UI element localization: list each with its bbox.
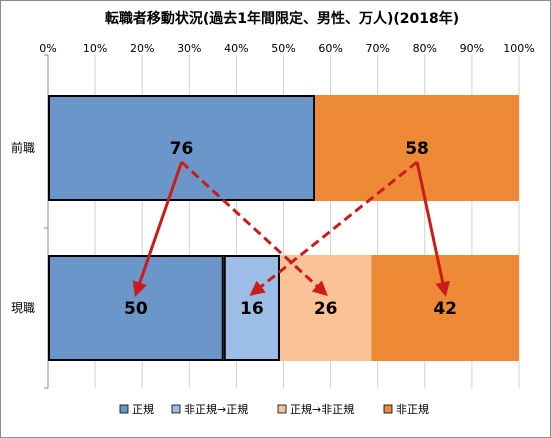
bar-segment xyxy=(223,255,280,361)
legend-label: 非正規→正規 xyxy=(184,402,248,416)
x-tick-label: 0% xyxy=(39,42,56,55)
legend-swatch xyxy=(171,404,181,414)
bar-segment xyxy=(371,255,519,361)
data-label: 50 xyxy=(124,299,148,319)
x-tick-label: 30% xyxy=(177,42,201,55)
x-tick-label: 40% xyxy=(224,42,248,55)
bar-segment xyxy=(48,95,316,201)
bar-segment-border xyxy=(223,255,280,361)
legend-swatch xyxy=(277,404,287,414)
bar-segment xyxy=(315,95,519,201)
data-label: 58 xyxy=(405,139,429,159)
y-category-label: 現職 xyxy=(11,301,35,315)
bar-segment-border xyxy=(48,255,224,361)
legend-swatch xyxy=(119,404,129,414)
legend-label: 正規 xyxy=(132,402,154,416)
legend-swatch xyxy=(383,404,393,414)
legend-label: 非正規 xyxy=(396,402,429,416)
data-label: 26 xyxy=(314,299,338,319)
data-label: 76 xyxy=(170,139,194,159)
value-labels: 76 58 50 16 26 42 xyxy=(124,139,457,319)
x-tick-label: 10% xyxy=(83,42,107,55)
bar-segment-border xyxy=(48,95,316,201)
x-tick-label: 80% xyxy=(413,42,437,55)
x-tick-label: 70% xyxy=(365,42,389,55)
flow-arrow xyxy=(180,160,328,297)
arrows xyxy=(132,160,451,297)
chart-title: 転職者移動状況(過去1年間限定、男性、万人)(2018年) xyxy=(105,10,459,27)
legend: 正規 非正規→正規 正規→非正規 非正規 xyxy=(119,402,429,416)
data-label: 16 xyxy=(240,299,264,319)
x-tick-label: 20% xyxy=(130,42,154,55)
flow-arrow xyxy=(415,161,451,297)
x-tick-label: 100% xyxy=(503,42,534,55)
x-tick-label: 90% xyxy=(460,42,484,55)
x-tick-label: 60% xyxy=(318,42,342,55)
bars xyxy=(48,95,519,361)
flow-arrow xyxy=(132,161,183,297)
legend-label: 正規→非正規 xyxy=(290,402,354,416)
data-label: 42 xyxy=(433,299,457,319)
bar-segment xyxy=(48,255,224,361)
y-category-label: 前職 xyxy=(11,140,35,155)
flow-arrow xyxy=(249,160,419,296)
bar-segment xyxy=(279,255,372,361)
x-tick-label: 50% xyxy=(271,42,295,55)
